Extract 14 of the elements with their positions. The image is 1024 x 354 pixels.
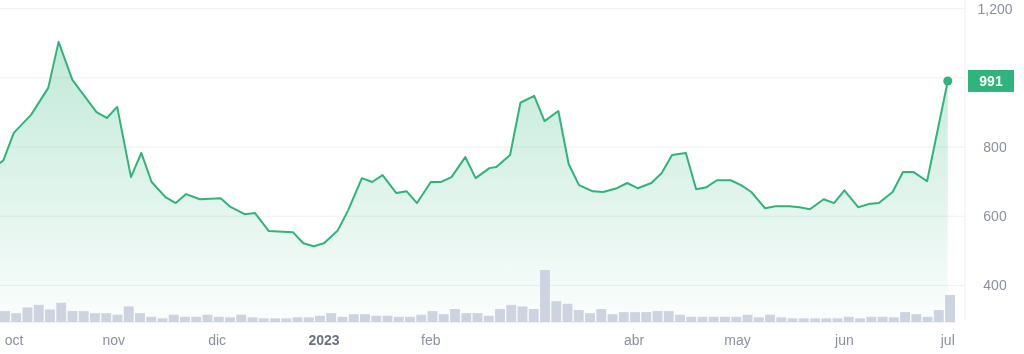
y-tick-label: 1,200	[977, 0, 1013, 17]
annotation: 991	[979, 72, 1003, 89]
y-tick-label: 800	[983, 138, 1007, 155]
x-tick-label: dic	[208, 332, 227, 348]
y-tick-label: 400	[983, 277, 1007, 294]
x-tick-label: 2023	[308, 332, 340, 348]
x-tick-label: feb	[421, 332, 441, 348]
x-tick-label: nov	[102, 332, 126, 348]
x-tick-label: may	[724, 332, 751, 348]
x-tick-label: oct	[4, 332, 24, 348]
y-tick-label: 600	[983, 208, 1007, 225]
x-tick-label: jul	[939, 332, 955, 348]
x-tick-label: abr	[624, 332, 645, 348]
x-tick-label: jun	[834, 332, 854, 348]
